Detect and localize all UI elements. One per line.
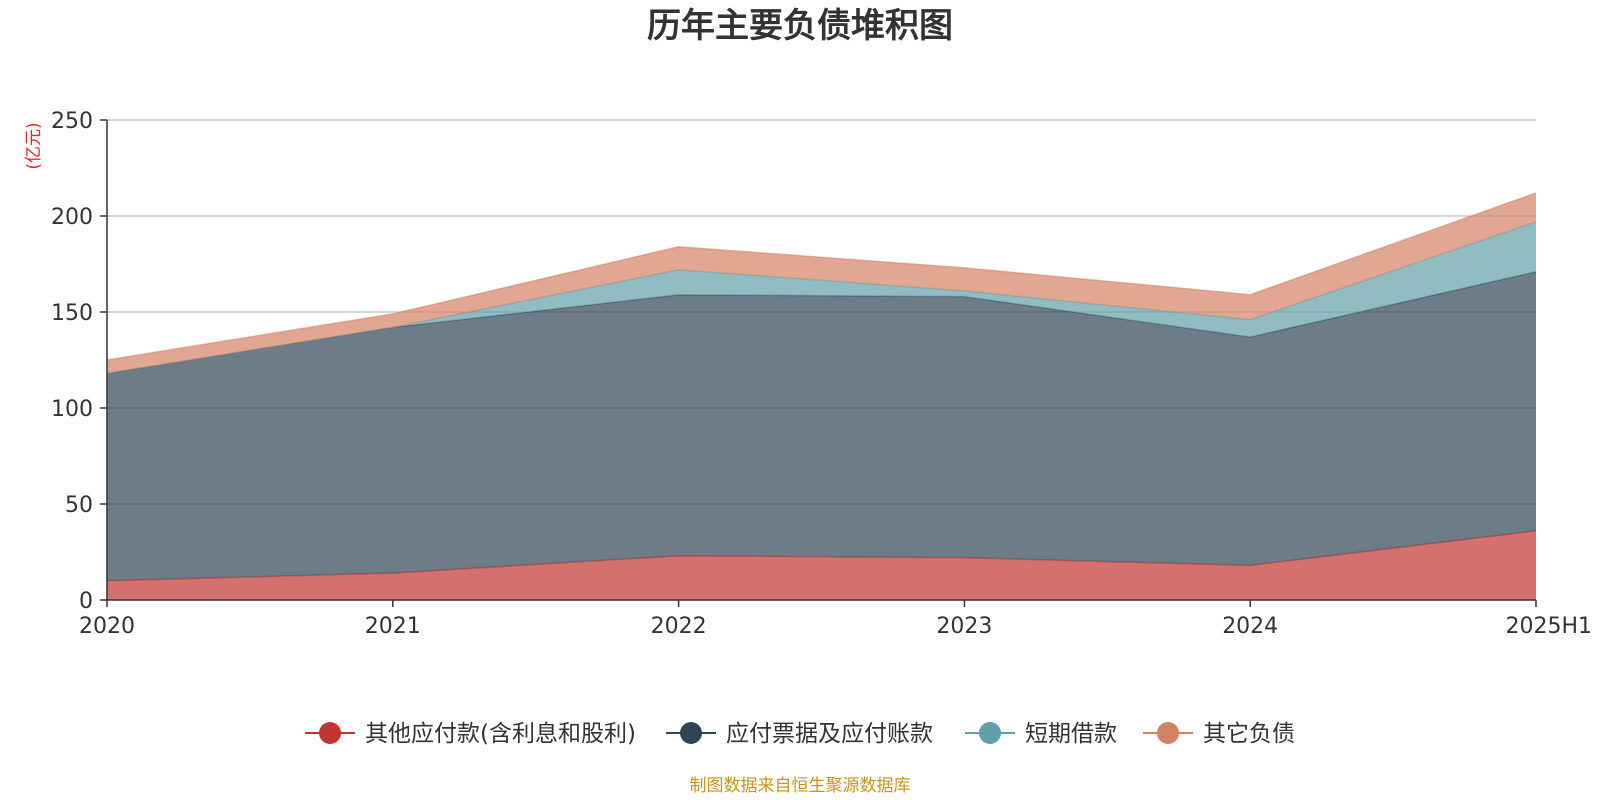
area-series-0: [107, 530, 1536, 600]
area-series-1: [107, 271, 1536, 581]
axes: 0 50 100 150 200 250 2020 2021 2022 2023 2024 2025H…: [51, 109, 1592, 639]
x-tick-label: 2023: [936, 614, 992, 639]
series-areas: [106, 192, 1537, 600]
legend-label: 应付票据及应付账款: [726, 721, 933, 747]
legend-circle-icon: [319, 722, 341, 744]
line-series-3: [106, 192, 1537, 361]
legend-item-1[interactable]: 应付票据及应付账款: [666, 721, 933, 747]
y-tick-label: 250: [51, 109, 93, 134]
legend-label: 短期借款: [1025, 721, 1117, 747]
legend: 其他应付款(含利息和股利) 应付票据及应付账款 短期借款 其它负债: [305, 721, 1295, 747]
legend-circle-icon: [680, 722, 702, 744]
x-tick-label: 2024: [1222, 614, 1278, 639]
legend-circle-icon: [979, 722, 1001, 744]
legend-item-3[interactable]: 其它负债: [1143, 721, 1295, 747]
x-tick-label: 2020: [79, 614, 135, 639]
legend-label: 其他应付款(含利息和股利): [365, 721, 636, 747]
legend-label: 其它负债: [1203, 721, 1295, 747]
x-tick-label: 2025H1: [1505, 614, 1592, 639]
y-axis-unit: (亿元): [24, 122, 44, 169]
x-tick-label: 2021: [365, 614, 421, 639]
y-tick-label: 150: [51, 301, 93, 326]
x-tick-label: 2022: [651, 614, 707, 639]
y-tick-label: 0: [79, 589, 93, 614]
y-tick-label: 100: [51, 397, 93, 422]
chart-title: 历年主要负债堆积图: [647, 6, 953, 46]
source-note: 制图数据来自恒生聚源数据库: [690, 776, 911, 796]
legend-circle-icon: [1157, 722, 1179, 744]
legend-item-0[interactable]: 其他应付款(含利息和股利): [305, 721, 636, 747]
y-tick-label: 200: [51, 205, 93, 230]
legend-item-2[interactable]: 短期借款: [965, 721, 1117, 747]
y-tick-label: 50: [65, 493, 93, 518]
